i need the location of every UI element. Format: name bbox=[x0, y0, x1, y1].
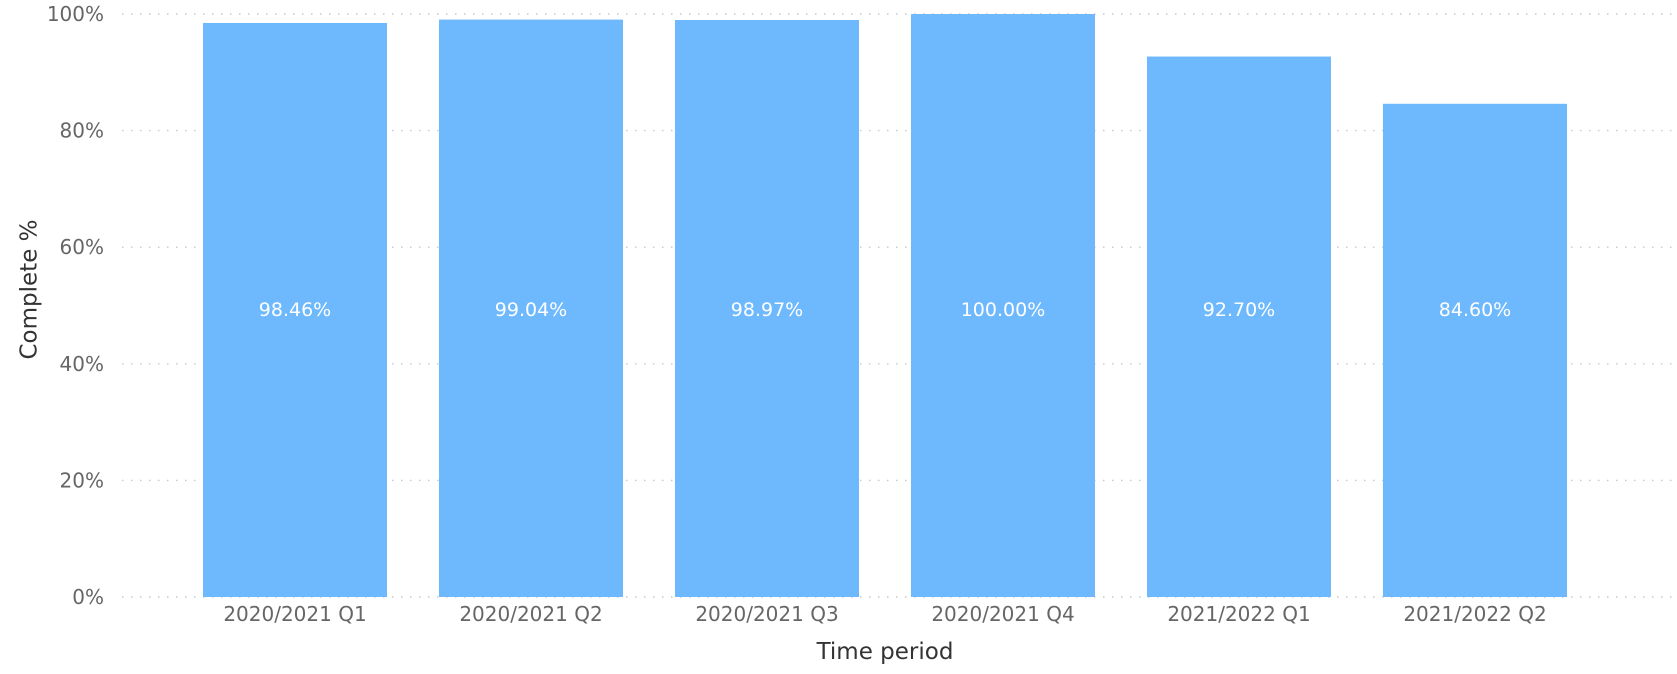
y-tick-label: 40% bbox=[60, 352, 104, 376]
bar[interactable] bbox=[1147, 56, 1331, 597]
bar-data-label: 84.60% bbox=[1439, 299, 1511, 321]
bar-data-label: 98.97% bbox=[731, 299, 803, 321]
bar[interactable] bbox=[911, 14, 1095, 597]
bars bbox=[203, 14, 1567, 598]
x-tick-label: 2020/2021 Q4 bbox=[931, 602, 1074, 626]
x-axis-title: Time period bbox=[816, 639, 954, 665]
x-tick-label: 2021/2022 Q2 bbox=[1403, 602, 1546, 626]
bar-data-label: 98.46% bbox=[259, 299, 331, 321]
y-tick-label: 60% bbox=[60, 235, 104, 259]
bar[interactable] bbox=[439, 19, 623, 597]
y-tick-label: 100% bbox=[47, 2, 104, 26]
y-axis-ticks: 0% 20% 40% 60% 80% 100% bbox=[47, 2, 104, 609]
y-tick-label: 20% bbox=[60, 468, 104, 492]
y-axis-title: Complete % bbox=[17, 219, 43, 359]
bar-data-label: 99.04% bbox=[495, 299, 567, 321]
x-tick-label: 2020/2021 Q1 bbox=[223, 602, 366, 626]
bar[interactable] bbox=[203, 22, 387, 597]
bar-data-label: 92.70% bbox=[1203, 299, 1275, 321]
y-tick-label: 0% bbox=[72, 585, 104, 609]
y-tick-label: 80% bbox=[60, 119, 104, 143]
bar-data-label: 100.00% bbox=[961, 299, 1046, 321]
bar[interactable] bbox=[675, 20, 859, 598]
x-tick-label: 2020/2021 Q3 bbox=[695, 602, 838, 626]
x-tick-label: 2020/2021 Q2 bbox=[459, 602, 602, 626]
data-labels: 98.46% 99.04% 98.97% 100.00% 92.70% 84.60% bbox=[259, 299, 1511, 321]
x-axis-ticks: 2020/2021 Q1 2020/2021 Q2 2020/2021 Q3 2020… bbox=[223, 602, 1546, 626]
x-tick-label: 2021/2022 Q1 bbox=[1167, 602, 1310, 626]
bar[interactable] bbox=[1383, 103, 1567, 598]
